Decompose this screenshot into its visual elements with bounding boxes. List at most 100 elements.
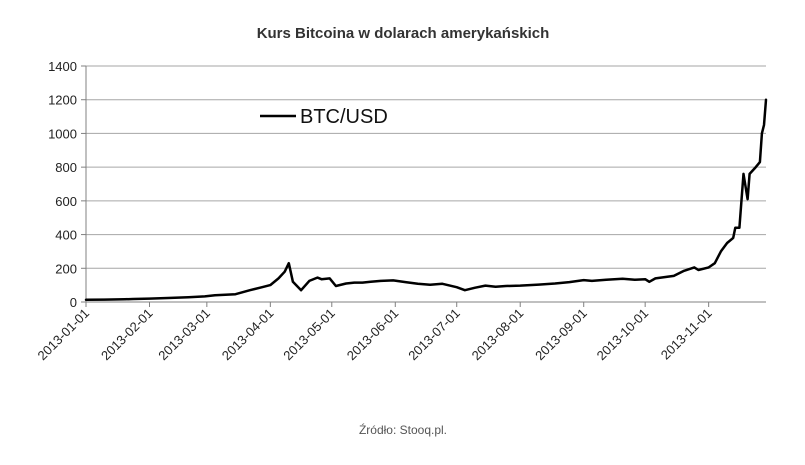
x-tick-label: 2013-06-01 [344, 306, 402, 364]
data-point [404, 281, 407, 283]
y-axis-ticks: 0 200 400 600 800 1000 1200 1400 [48, 59, 86, 310]
data-point [755, 166, 757, 168]
y-tick-label: 0 [70, 295, 77, 310]
data-point [697, 269, 700, 271]
data-point [538, 284, 540, 286]
data-point [167, 297, 169, 299]
data-point [747, 198, 749, 200]
data-point [187, 296, 189, 298]
data-point [726, 242, 728, 244]
data-point [392, 279, 394, 281]
series-layer [84, 98, 768, 302]
legend: BTC/USD [260, 106, 388, 128]
data-point [345, 282, 347, 285]
data-point [464, 289, 466, 291]
data-point [583, 279, 585, 281]
x-tick-label: 2013-10-01 [594, 306, 652, 364]
series-line-btc-usd [84, 98, 768, 302]
data-point [749, 173, 751, 175]
data-point [484, 285, 486, 287]
data-point [335, 285, 337, 287]
y-tick-label: 200 [55, 261, 77, 276]
data-point [320, 278, 323, 280]
data-point [734, 227, 736, 229]
data-point [261, 286, 263, 288]
data-point [456, 286, 458, 288]
y-tick-label: 1200 [48, 93, 77, 108]
x-tick-label: 2013-11-01 [658, 306, 715, 363]
data-point [361, 282, 364, 284]
x-axis-ticks: 2013-01-01 2013-02-01 2013-03-01 2013-04-01… [34, 302, 715, 364]
data-point [720, 250, 722, 252]
data-point [148, 298, 151, 300]
data-point [648, 281, 650, 283]
chart-title: Kurs Bitcoina w dolarach amerykańskich [257, 25, 550, 42]
data-point [605, 279, 607, 281]
data-point [204, 295, 206, 297]
y-tick-label: 1400 [48, 59, 77, 74]
data-point [429, 284, 431, 286]
data-point [370, 281, 372, 283]
data-point [738, 227, 741, 229]
data-point [763, 124, 765, 126]
x-tick-label: 2013-03-01 [155, 306, 213, 364]
data-point [417, 283, 419, 285]
x-tick-label: 2013-07-01 [405, 306, 463, 364]
data-point [316, 277, 318, 279]
data-point [568, 281, 571, 283]
x-tick-label: 2013-02-01 [98, 306, 156, 364]
data-point [85, 299, 87, 301]
data-point [353, 282, 355, 284]
data-point [300, 289, 302, 291]
data-point [732, 237, 734, 239]
data-point [634, 279, 636, 281]
data-point [292, 281, 294, 283]
data-point [277, 277, 280, 279]
data-point [308, 280, 310, 282]
gridlines [86, 65, 766, 269]
y-tick-label: 1000 [48, 126, 77, 141]
y-tick-label: 800 [55, 160, 77, 175]
x-tick-label: 2013-09-01 [532, 306, 590, 364]
data-point [132, 298, 134, 300]
data-point [759, 161, 761, 163]
data-point [714, 262, 716, 264]
legend-label-btc-usd: BTC/USD [300, 106, 388, 128]
data-point [284, 271, 286, 273]
data-point [708, 266, 710, 268]
data-point [474, 287, 476, 289]
data-point [591, 280, 593, 282]
axes [85, 66, 766, 303]
data-point [329, 277, 331, 279]
data-point [380, 280, 382, 282]
data-point [693, 266, 695, 268]
source-note: Źródło: Stooq.pl. [359, 422, 447, 437]
data-point [214, 294, 216, 296]
x-tick-label: 2013-04-01 [219, 306, 277, 364]
data-point [519, 285, 521, 287]
x-tick-label: 2013-08-01 [469, 306, 527, 364]
data-point [234, 293, 237, 295]
data-point [761, 132, 763, 134]
data-point [495, 286, 497, 288]
data-point [644, 278, 646, 280]
data-point [249, 289, 251, 291]
y-tick-label: 600 [55, 194, 77, 209]
data-point [124, 298, 126, 300]
data-point [269, 284, 271, 286]
data-point [103, 299, 105, 301]
data-point [505, 285, 507, 287]
data-point [554, 282, 556, 285]
data-point [673, 275, 675, 277]
data-point [288, 262, 290, 264]
y-tick-label: 400 [55, 228, 77, 243]
data-point [654, 277, 657, 279]
x-tick-label: 2013-01-01 [34, 306, 92, 364]
data-point [765, 99, 767, 101]
data-point [683, 270, 685, 272]
data-point [441, 283, 443, 285]
x-tick-label: 2013-05-01 [280, 306, 338, 364]
data-point [742, 173, 745, 175]
